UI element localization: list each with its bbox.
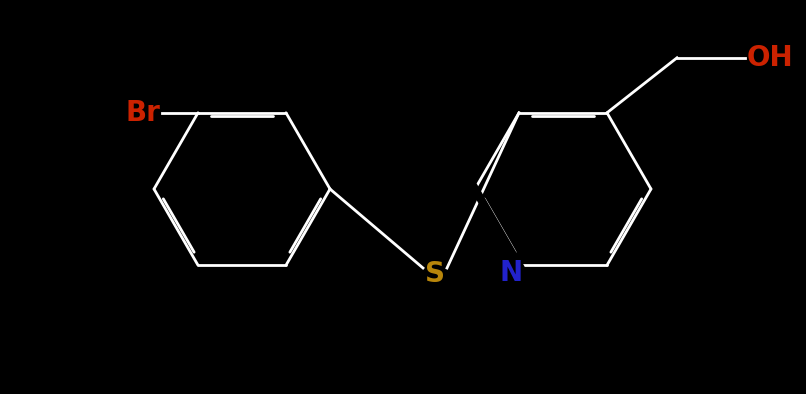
Text: OH: OH	[747, 44, 794, 72]
Text: S: S	[425, 260, 445, 288]
Text: Br: Br	[125, 99, 160, 127]
Text: N: N	[500, 259, 522, 287]
